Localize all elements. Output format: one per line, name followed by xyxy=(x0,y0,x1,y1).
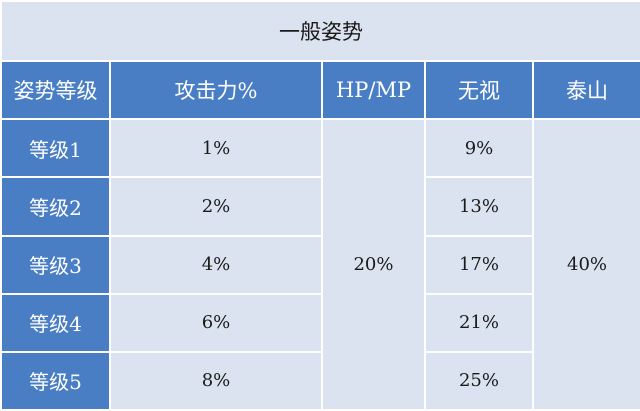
ignore-cell: 21% xyxy=(424,292,534,353)
level-cell: 等级1 xyxy=(0,118,111,179)
taishan-cell: 40% xyxy=(531,118,640,411)
ignore-cell: 17% xyxy=(424,234,534,295)
ignore-cell: 25% xyxy=(424,350,534,411)
level-cell: 等级3 xyxy=(0,234,111,295)
header-taishan: 泰山 xyxy=(531,60,640,121)
level-cell: 等级4 xyxy=(0,292,111,353)
header-stance-level: 姿势等级 xyxy=(0,60,111,121)
ignore-cell: 9% xyxy=(424,118,534,179)
attack-cell: 8% xyxy=(109,350,323,411)
header-ignore: 无视 xyxy=(424,60,534,121)
table-row: 等级3 4% 17% xyxy=(0,234,640,295)
level-cell: 等级5 xyxy=(0,350,111,411)
ignore-cell: 13% xyxy=(424,176,534,237)
level-cell: 等级2 xyxy=(0,176,111,237)
table-title: 一般姿势 xyxy=(0,0,640,63)
attack-cell: 2% xyxy=(109,176,323,237)
table-row: 等级5 8% 25% xyxy=(0,350,640,411)
attack-cell: 1% xyxy=(109,118,323,179)
header-hp-mp: HP/MP xyxy=(321,60,426,121)
table-row: 等级4 6% 21% xyxy=(0,292,640,353)
attack-cell: 6% xyxy=(109,292,323,353)
hp-mp-cell: 20% xyxy=(321,118,426,411)
attack-cell: 4% xyxy=(109,234,323,295)
table-row: 等级1 1% 20% 9% 40% xyxy=(0,118,640,411)
header-attack: 攻击力% xyxy=(109,60,323,121)
table-row: 等级2 2% 13% xyxy=(0,176,640,237)
